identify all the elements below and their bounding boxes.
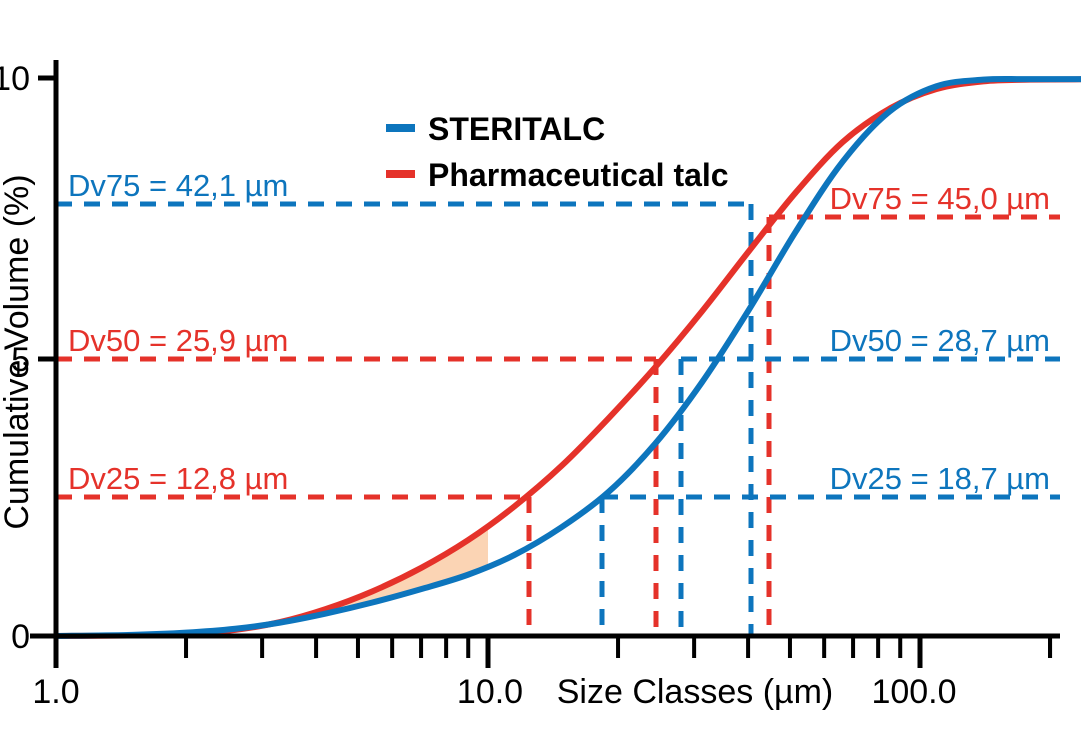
x-axis-title: Size Classes (µm): [557, 673, 834, 711]
y-axis-title: Cumulative Volume (%): [0, 174, 36, 529]
difference-shaded-area: [280, 525, 488, 623]
annotation-dv50-steritalc: Dv50 = 28,7 µm: [830, 323, 1050, 358]
axis-lines: [30, 60, 1060, 639]
annotation-dv25-steritalc: Dv25 = 18,7 µm: [830, 461, 1050, 496]
legend-label-pharmaceutical-talc: Pharmaceutical talc: [428, 157, 729, 193]
x-axis-minor-ticks: [184, 636, 1053, 658]
curve-steritalc: [53, 75, 1081, 639]
annotation-dv25-pharma: Dv25 = 12,8 µm: [68, 461, 288, 496]
annotation-dv75-pharma: Dv75 = 45,0 µm: [830, 181, 1050, 216]
chart-legend: STERITALC Pharmaceutical talc: [386, 111, 729, 193]
y-tick-label-0: 0: [11, 618, 30, 656]
y-tick-label-5: 5: [11, 341, 30, 379]
annotation-dv75-steritalc: Dv75 = 42,1 µm: [68, 168, 288, 203]
x-tick-label-100: 100.0: [871, 673, 956, 711]
percentile-guides: [56, 201, 1060, 636]
x-tick-label-10: 10.0: [457, 673, 523, 711]
annotation-dv50-pharma: Dv50 = 25,9 µm: [68, 323, 288, 358]
y-tick-label-10: 10: [0, 60, 30, 98]
x-tick-label-1: 1.0: [32, 673, 79, 711]
y-axis-ticks: [38, 75, 56, 362]
x-axis-major-ticks: [53, 636, 923, 668]
legend-label-steritalc: STERITALC: [428, 111, 605, 147]
